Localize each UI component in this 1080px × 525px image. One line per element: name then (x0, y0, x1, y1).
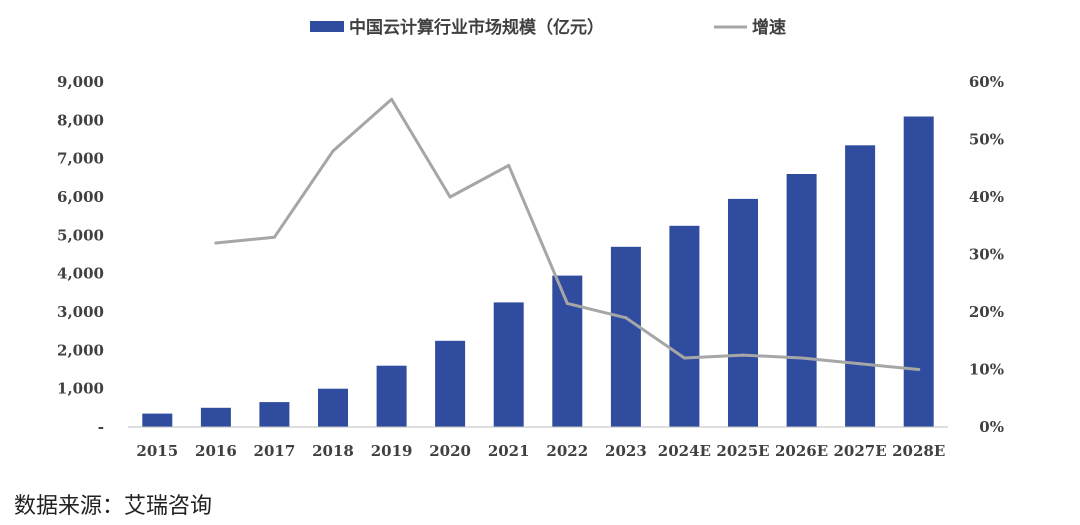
x-tick-label: 2024E (658, 442, 711, 460)
bar-2020 (435, 340, 466, 428)
bar-2024E (669, 225, 700, 428)
left-tick-label: - (98, 418, 104, 436)
x-tick-label: 2020 (429, 442, 471, 460)
bar-2016 (200, 407, 231, 427)
left-tick-label: 8,000 (57, 111, 104, 129)
right-axis: 0% 10% 20% 30% 40% 50% 60% (969, 73, 1004, 436)
bar-2027E (845, 145, 876, 428)
x-axis: 2015 2016 2017 2018 2019 2020 2021 2022 2023 2024… (128, 426, 948, 460)
left-tick-label: 6,000 (57, 188, 104, 206)
bar-2025E (728, 198, 758, 427)
x-tick-label: 2015 (136, 442, 178, 460)
left-tick-label: 9,000 (57, 73, 104, 91)
growth-point-2023 (624, 316, 628, 320)
right-tick-label: 60% (969, 73, 1004, 91)
right-tick-label: 30% (969, 246, 1004, 264)
growth-point-2025E (741, 353, 745, 357)
legend-bar-label: 中国云计算行业市场规模（亿元） (349, 17, 604, 38)
growth-point-2027E (858, 362, 862, 366)
x-tick-label: 2017 (254, 442, 296, 460)
legend-bar-swatch (310, 21, 344, 32)
bar-2023 (610, 246, 641, 427)
right-tick-label: 40% (969, 188, 1004, 206)
bar-2022 (552, 275, 583, 427)
source-note: 数据来源：艾瑞咨询 (14, 494, 213, 519)
left-tick-label: 7,000 (57, 150, 104, 168)
x-tick-label: 2028E (892, 442, 945, 460)
bar-2017 (259, 402, 290, 427)
x-tick-label: 2022 (546, 442, 588, 460)
line-series (214, 97, 921, 371)
growth-point-2020 (448, 195, 452, 199)
left-tick-label: 1,000 (57, 380, 104, 398)
right-tick-label: 20% (969, 303, 1004, 321)
left-axis: - 1,000 2,000 3,000 4,000 5,000 6,000 7,000 8,00… (57, 73, 104, 436)
left-tick-label: 5,000 (57, 226, 104, 244)
growth-point-2028E (917, 368, 921, 371)
bar-2028E (903, 116, 934, 427)
right-tick-label: 10% (969, 361, 1004, 379)
left-tick-label: 3,000 (57, 303, 104, 321)
growth-point-2017 (272, 235, 276, 239)
bar-2018 (318, 388, 348, 427)
bar-series (142, 116, 934, 428)
growth-point-2018 (331, 149, 335, 153)
growth-point-2016 (214, 241, 218, 245)
growth-point-2021 (507, 163, 511, 167)
x-tick-label: 2026E (775, 442, 828, 460)
x-tick-label: 2023 (605, 442, 647, 460)
legend-line-label: 增速 (752, 17, 786, 38)
bar-2019 (376, 365, 407, 427)
legend: 中国云计算行业市场规模（亿元） 增速 (310, 17, 786, 38)
left-tick-label: 2,000 (57, 341, 104, 359)
x-tick-label: 2018 (312, 442, 354, 460)
bar-2026E (786, 174, 817, 427)
right-tick-label: 50% (969, 131, 1004, 149)
bar-2015 (142, 413, 173, 427)
growth-point-2022 (565, 301, 569, 305)
growth-point-2024E (682, 356, 686, 360)
x-tick-label: 2016 (195, 442, 237, 460)
left-tick-label: 4,000 (57, 265, 104, 283)
right-tick-label: 0% (979, 418, 1004, 436)
growth-point-2026E (800, 356, 804, 360)
x-tick-label: 2021 (488, 442, 530, 460)
x-tick-label: 2025E (716, 442, 769, 460)
x-tick-label: 2027E (834, 442, 887, 460)
x-tick-label: 2019 (371, 442, 413, 460)
bar-2021 (493, 302, 524, 427)
growth-point-2019 (390, 97, 394, 101)
